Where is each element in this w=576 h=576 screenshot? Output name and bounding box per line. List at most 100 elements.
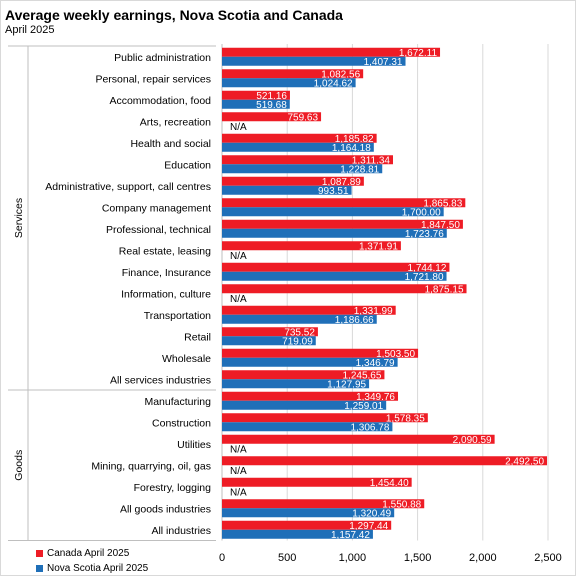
bar-canada [222,176,364,186]
group-label: Goods [13,450,25,481]
bar-nova-scotia [222,228,447,238]
data-label: 1,875.15 [425,284,464,295]
bar-canada [222,112,322,122]
data-label-na: N/A [230,487,247,498]
group-label: Services [13,198,25,238]
category-label: Personal, repair services [95,73,211,85]
legend-item-nova-scotia: Nova Scotia April 2025 [36,561,148,575]
category-label: All industries [151,525,211,537]
bar-canada [222,305,396,315]
category-label: Administrative, support, call centres [45,181,211,193]
bar-canada [222,520,392,530]
category-label: All services industries [110,374,211,386]
legend-label-nova-scotia: Nova Scotia April 2025 [47,562,149,574]
bar-canada [222,284,467,294]
chart-title: Average weekly earnings, Nova Scotia and… [5,7,343,23]
data-label: 1,082.56 [321,69,360,80]
bar-canada [222,155,393,165]
bar-canada [222,348,419,358]
data-label: 521.16 [256,91,287,102]
x-tick-label: 1,500 [404,552,432,564]
bar-canada [222,499,425,509]
x-tick-label: 2,500 [534,552,562,564]
category-label: Real estate, leasing [119,245,211,257]
data-label: 1,503.50 [376,349,415,360]
data-label: 1,550.88 [382,499,421,510]
bar-nova-scotia [222,529,373,539]
bar-nova-scotia [222,207,444,217]
bar-canada [222,69,364,79]
data-label: 719.09 [282,336,313,347]
chart-subtitle: April 2025 [5,24,55,36]
data-label: 1,228.81 [340,164,379,175]
x-tick-label: 0 [219,552,225,564]
category-label: Education [164,159,211,171]
bar-canada [222,198,466,208]
category-label: Public administration [114,52,211,64]
data-label: 1,185.82 [335,134,374,145]
bar-nova-scotia [222,185,352,195]
category-label: Accommodation, food [109,95,211,107]
category-label: Professional, technical [106,224,211,236]
data-label: 1,371.91 [359,241,398,252]
category-label: Wholesale [162,353,211,365]
data-label-na: N/A [230,122,247,133]
category-label: Mining, quarrying, oil, gas [91,460,211,472]
bar-nova-scotia [222,400,387,410]
bar-nova-scotia [222,379,370,389]
data-label: 1,259.01 [344,401,383,412]
data-label: 1,723.76 [405,229,444,240]
data-label: 735.52 [284,327,315,338]
category-label: Company management [102,202,211,214]
bar-canada [222,477,412,487]
data-label: 1,744.12 [407,263,446,274]
category-label: Arts, recreation [140,116,211,128]
category-label: Utilities [177,439,211,451]
category-label: Transportation [144,310,211,322]
bar-nova-scotia [222,357,398,367]
data-label: 1,164.18 [332,143,371,154]
data-label: 1,346.79 [356,358,395,369]
data-label: 1,721.80 [405,272,444,283]
bar-canada [222,327,318,337]
bar-canada [222,370,385,380]
data-label: 1,847.50 [421,220,460,231]
data-label: 1,454.40 [370,478,409,489]
data-label: 1,865.83 [423,198,462,209]
category-label: Forestry, logging [134,482,212,494]
legend-label-canada: Canada April 2025 [47,547,130,559]
category-label: Retail [184,331,211,343]
data-label: 1,407.31 [364,57,403,68]
bar-nova-scotia [222,164,383,174]
legend-item-canada: Canada April 2025 [36,546,129,560]
bar-nova-scotia [222,336,316,346]
category-label: Finance, Insurance [122,267,211,279]
data-label: 759.63 [287,112,318,123]
legend-swatch-nova-scotia [36,564,43,572]
bar-canada [222,391,399,401]
data-label: 519.68 [256,100,287,111]
bar-canada [222,133,377,143]
data-label: 1,578.35 [386,413,425,424]
data-label: 1,320.49 [352,508,391,519]
data-label: 1,024.62 [314,78,353,89]
bar-canada [222,241,401,251]
category-label: Information, culture [121,288,211,300]
bar-canada [222,219,463,229]
data-label: 1,311.34 [352,155,391,166]
bar-nova-scotia [222,422,393,432]
category-label: Health and social [130,138,211,150]
x-tick-label: 500 [278,552,296,564]
bar-nova-scotia [222,142,374,152]
bar-nova-scotia [222,271,447,281]
data-label: 1,297.44 [349,521,388,532]
data-label: 1,157.42 [331,530,370,541]
data-label: 2,090.59 [453,435,492,446]
bar-nova-scotia [222,99,290,109]
bar-nova-scotia [222,508,395,518]
data-label: 993.51 [318,186,349,197]
x-tick-label: 2,000 [469,552,497,564]
bar-canada [222,90,290,100]
data-label: 1,331.99 [354,306,393,317]
bar-nova-scotia [222,314,377,324]
